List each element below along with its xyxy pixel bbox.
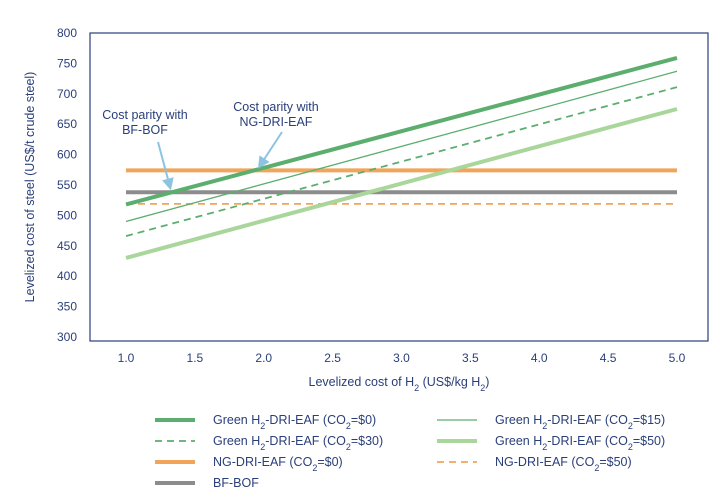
annotations: Cost parity with BF-BOF Cost parity with NG… <box>102 100 319 191</box>
y-tick-label: 700 <box>57 87 77 101</box>
legend-label: Green H2-DRI-EAF (CO2=$15) <box>495 413 665 431</box>
series-line <box>125 55 678 207</box>
series-line <box>125 86 678 237</box>
annotation-arrowhead <box>257 155 270 169</box>
legend-label: BF-BOF <box>213 476 259 490</box>
y-tick-label: 450 <box>57 239 77 253</box>
legend: Green H2-DRI-EAF (CO2=$0) Green H2-DRI-EA… <box>155 413 665 490</box>
x-tick-label: 4.5 <box>600 351 617 365</box>
y-tick-label: 650 <box>57 117 77 131</box>
legend-label: Green H2-DRI-EAF (CO2=$50) <box>495 434 665 452</box>
y-axis-title: Levelized cost of steel (US$/t crude ste… <box>23 72 37 303</box>
annotation-label: Cost parity with NG-DRI-EAF <box>233 100 318 129</box>
y-tick-label: 600 <box>57 148 77 162</box>
legend-label: Green H2-DRI-EAF (CO2=$30) <box>213 434 383 452</box>
series-line <box>125 107 678 260</box>
legend-label: Green H2-DRI-EAF (CO2=$0) <box>213 413 376 431</box>
x-tick-label: 5.0 <box>669 351 686 365</box>
y-tick-label: 550 <box>57 178 77 192</box>
legend-label: NG-DRI-EAF (CO2=$0) <box>213 455 343 473</box>
x-tick-label: 4.0 <box>531 351 548 365</box>
legend-label: NG-DRI-EAF (CO2=$50) <box>495 455 632 473</box>
x-tick-label: 2.5 <box>324 351 341 365</box>
x-tick-label: 3.5 <box>462 351 479 365</box>
series-layer <box>125 55 678 260</box>
series-line <box>125 70 678 223</box>
annotation-label: Cost parity with BF-BOF <box>102 108 187 137</box>
y-tick-label: 500 <box>57 208 77 222</box>
x-tick-label: 3.0 <box>393 351 410 365</box>
x-axis-title: Levelized cost of H2 (US$/kg H2) <box>309 375 490 393</box>
plot-frame <box>89 32 709 342</box>
y-tick-label: 350 <box>57 300 77 314</box>
y-tick-label: 750 <box>57 56 77 70</box>
x-tick-labels: 1.0 1.5 2.0 2.5 3.0 3.5 4.0 4.5 5.0 <box>118 351 686 365</box>
y-tick-label: 300 <box>57 330 77 344</box>
x-tick-label: 2.0 <box>255 351 272 365</box>
annotation-arrowhead <box>162 177 174 191</box>
x-tick-label: 1.5 <box>187 351 204 365</box>
x-tick-label: 1.0 <box>118 351 135 365</box>
y-tick-labels: 300 350 400 450 500 550 600 650 700 750 800 <box>57 26 77 344</box>
y-tick-label: 400 <box>57 269 77 283</box>
y-tick-label: 800 <box>57 26 77 40</box>
